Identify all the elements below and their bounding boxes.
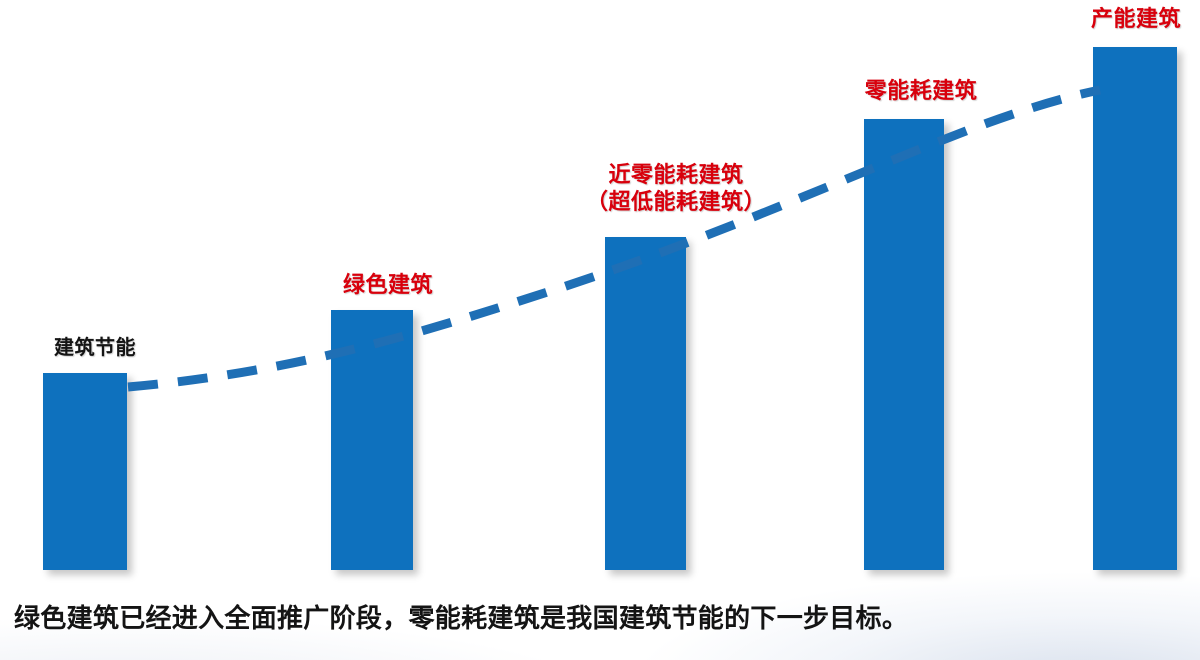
bar-label-line: 零能耗建筑 — [864, 78, 978, 103]
bar-label-绿色建筑: 绿色建筑 — [288, 272, 488, 299]
bar-产能建筑 — [1093, 47, 1177, 570]
bar-label-零能耗建筑: 零能耗建筑 — [801, 78, 1041, 105]
bar-绿色建筑 — [331, 310, 413, 570]
bar-label-建筑节能: 建筑节能 — [0, 336, 190, 360]
bar-label-line: 近零能耗建筑 — [608, 162, 744, 187]
slide-caption: 绿色建筑已经进入全面推广阶段，零能耗建筑是我国建筑节能的下一步目标。 — [14, 603, 909, 633]
bar-零能耗建筑 — [864, 119, 944, 570]
bar-近零能耗建筑 — [605, 237, 686, 570]
bar-label-line: 建筑节能 — [54, 337, 136, 359]
bar-建筑节能 — [43, 373, 127, 570]
bar-label-产能建筑: 产能建筑 — [1036, 6, 1200, 33]
bar-label-近零能耗建筑: 近零能耗建筑 （超低能耗建筑） — [536, 162, 816, 216]
bar-label-line-secondary: （超低能耗建筑） — [585, 188, 766, 214]
bar-label-line: 产能建筑 — [1090, 6, 1181, 31]
bar-label-line: 绿色建筑 — [342, 272, 433, 297]
